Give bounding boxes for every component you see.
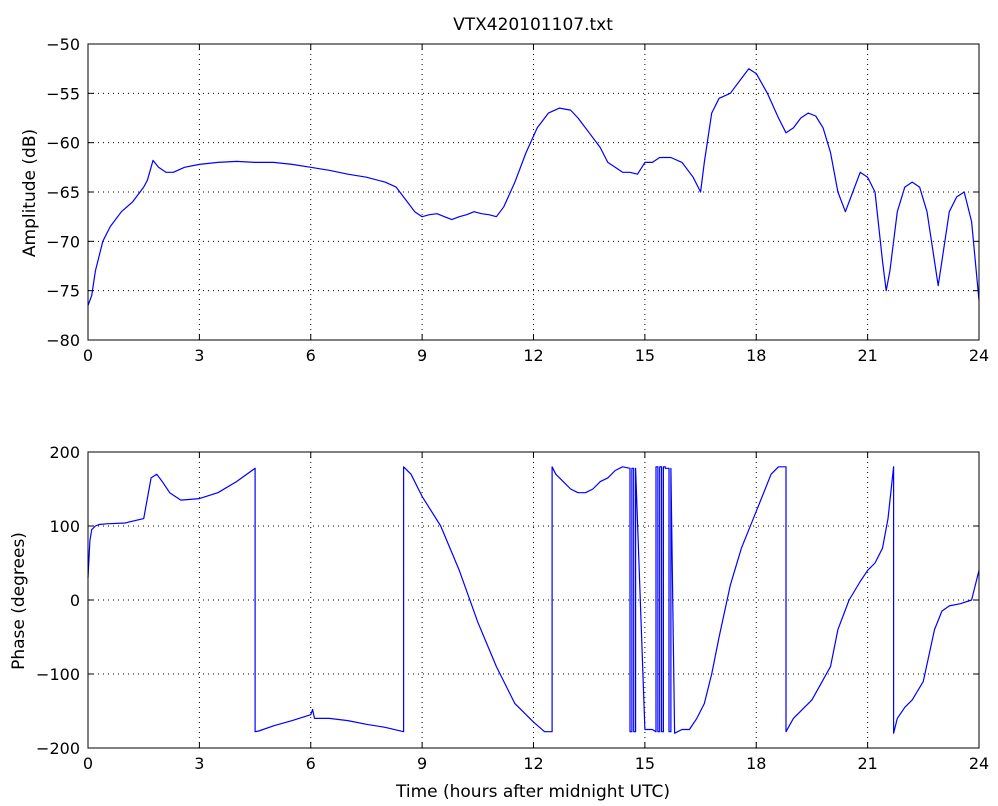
x-tick-label: 24 [969, 754, 989, 773]
x-tick-label: 21 [857, 754, 877, 773]
x-tick-label: 6 [306, 346, 316, 365]
amplitude-x-tick-labels: 0 3 6 9 12 15 18 21 24 [83, 346, 989, 365]
y-tick-label: −65 [46, 183, 80, 202]
phase-x-tick-labels: 0 3 6 9 12 15 18 21 24 [83, 754, 989, 773]
amplitude-y-tick-labels: −50 −55 −60 −65 −70 −75 −80 [46, 35, 80, 350]
y-tick-label: −55 [46, 84, 80, 103]
x-tick-label: 3 [194, 754, 204, 773]
x-tick-label: 15 [635, 754, 655, 773]
y-tick-label: −100 [36, 665, 80, 684]
chart-title: VTX420101107.txt [453, 15, 613, 35]
y-tick-label: 200 [49, 443, 80, 462]
x-tick-label: 24 [969, 346, 989, 365]
y-tick-label: 100 [49, 517, 80, 536]
amplitude-grid [88, 44, 979, 340]
y-tick-label: −200 [36, 739, 80, 758]
y-tick-label: −70 [46, 232, 80, 251]
x-tick-label: 0 [83, 346, 93, 365]
amplitude-y-axis-label: Amplitude (dB) [20, 129, 40, 257]
x-tick-label: 21 [857, 346, 877, 365]
x-tick-label: 9 [417, 754, 427, 773]
y-tick-label: −50 [46, 35, 80, 54]
y-tick-label: −60 [46, 134, 80, 153]
amplitude-plot-frame [87, 43, 980, 341]
y-tick-label: −75 [46, 282, 80, 301]
x-tick-label: 12 [523, 346, 543, 365]
x-tick-label: 3 [194, 346, 204, 365]
y-tick-label: −80 [46, 331, 80, 350]
x-tick-label: 15 [635, 346, 655, 365]
x-tick-label: 18 [746, 346, 766, 365]
phase-y-axis-label: Phase (degrees) [9, 532, 29, 670]
x-tick-label: 6 [306, 754, 316, 773]
phase-plot-frame [87, 451, 980, 749]
x-tick-label: 0 [83, 754, 93, 773]
phase-x-axis-label: Time (hours after midnight UTC) [395, 782, 670, 802]
phase-series-line [87, 466, 980, 734]
y-tick-label: 0 [70, 591, 80, 610]
x-tick-label: 18 [746, 754, 766, 773]
x-tick-label: 9 [417, 346, 427, 365]
phase-chart: 0 3 6 9 12 15 18 21 24 200 100 0 −100 −200 Phase (de… [9, 443, 989, 802]
amplitude-ticks [87, 43, 980, 341]
phase-y-tick-labels: 200 100 0 −100 −200 [36, 443, 80, 758]
amplitude-chart: 0 3 6 9 12 15 18 21 24 −50 −55 −60 −65 −70 −75 −80 Amp… [20, 35, 989, 365]
phase-grid [88, 452, 979, 748]
amplitude-series-line [87, 68, 980, 306]
x-tick-label: 12 [523, 754, 543, 773]
